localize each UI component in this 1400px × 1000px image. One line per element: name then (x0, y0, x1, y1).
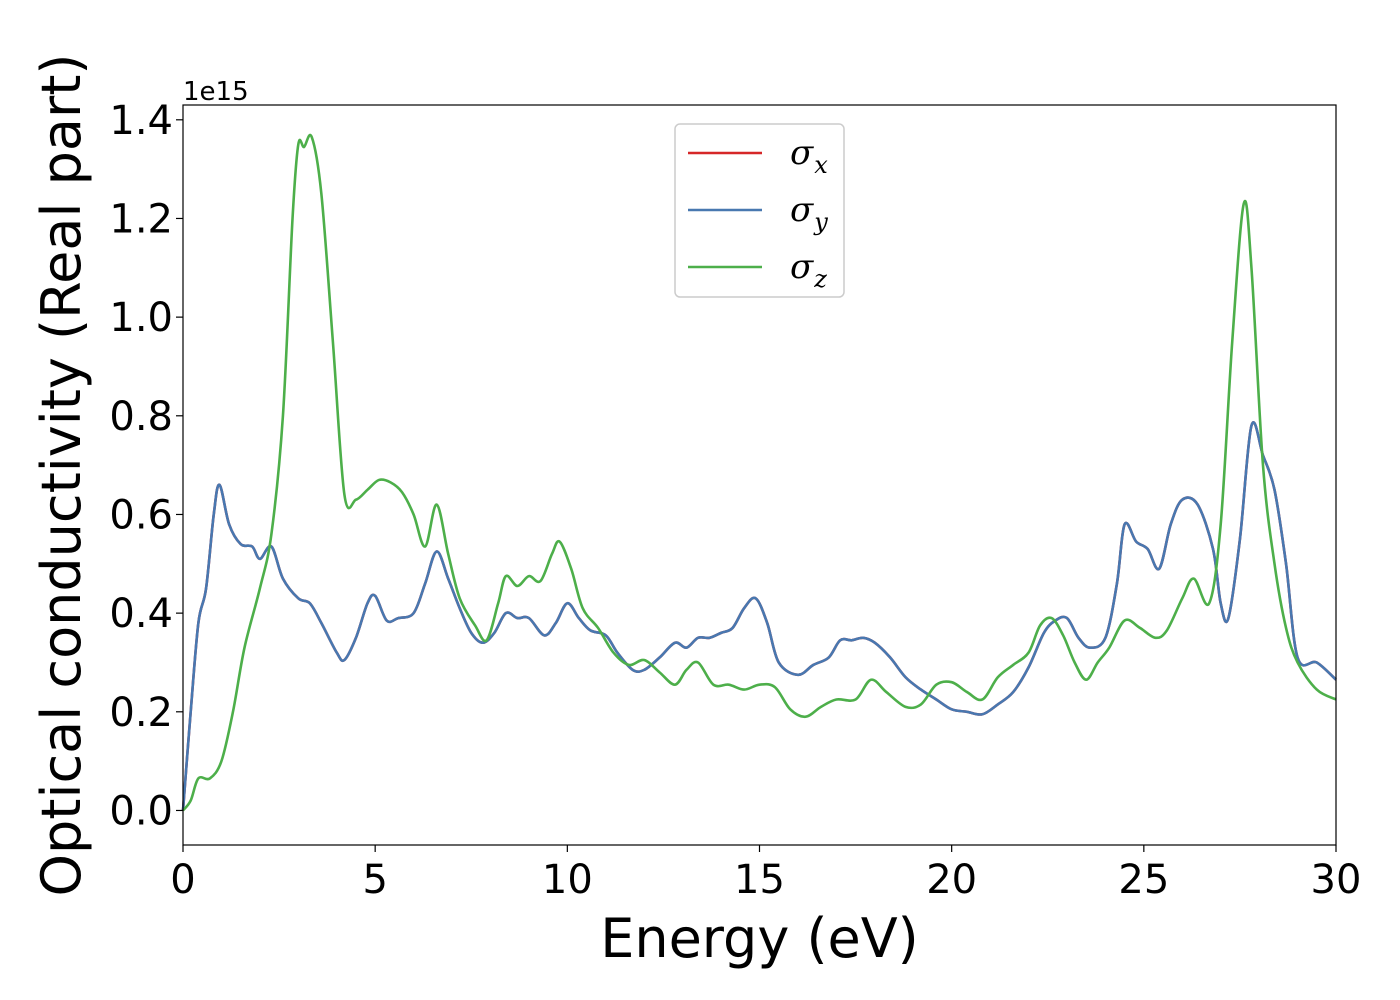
series-line-z (181, 133, 1337, 812)
y-offset-label: 1e15 (183, 77, 249, 107)
legend-label-z: σz (790, 247, 827, 293)
x-tick-label: 25 (1118, 857, 1169, 903)
series-layer (181, 133, 1337, 812)
y-tick-label: 1.2 (109, 196, 173, 242)
y-tick-label: 0.2 (109, 690, 173, 736)
legend-subscript: z (813, 265, 827, 293)
legend-subscript: y (813, 208, 828, 236)
legend-subscript: x (814, 151, 828, 179)
ticks-layer: 0 5 10 15 20 25 30 0.0 0.2 0.4 0.6 0.8 1.0 1.2 1.4 (109, 98, 1361, 903)
legend-symbol: σ (790, 247, 814, 287)
y-tick-label: 1.0 (109, 295, 173, 341)
series-line-y (181, 421, 1337, 811)
x-tick-label: 0 (170, 857, 195, 903)
x-tick-label: 15 (734, 857, 785, 903)
y-tick-label: 0.8 (109, 394, 173, 440)
x-tick-label: 30 (1311, 857, 1362, 903)
x-tick-label: 20 (926, 857, 977, 903)
y-tick-label: 1.4 (109, 98, 173, 144)
y-tick-label: 0.6 (109, 492, 173, 538)
x-tick-label: 5 (362, 857, 387, 903)
legend-symbol: σ (790, 190, 814, 230)
y-axis-title: Optical conductivity (Real part) (30, 54, 93, 897)
x-tick-label: 10 (542, 857, 593, 903)
legend-label-y: σy (790, 190, 828, 236)
legend-symbol: σ (790, 133, 814, 173)
legend-label-x: σx (790, 133, 828, 179)
y-tick-label: 0.0 (109, 788, 173, 834)
y-tick-label: 0.4 (109, 591, 173, 637)
x-axis-title: Energy (eV) (600, 907, 919, 970)
